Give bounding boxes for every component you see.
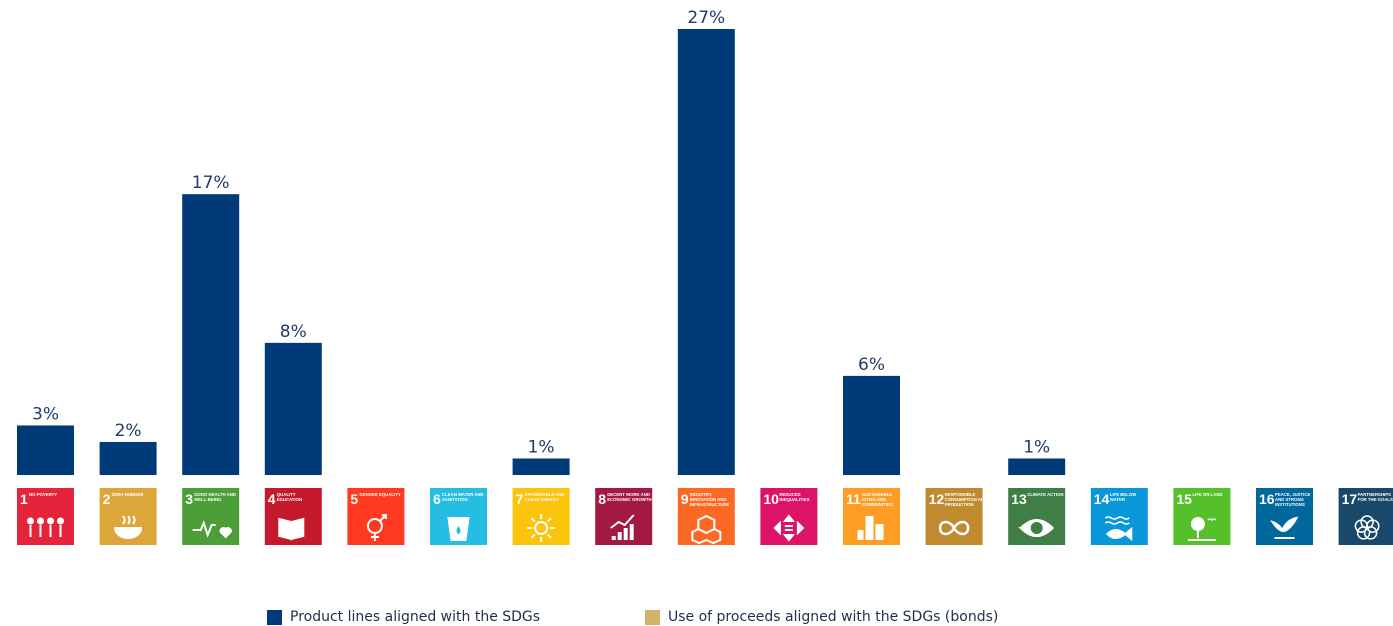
infinity-icon <box>938 520 970 536</box>
sun-icon <box>527 514 556 542</box>
sdg-tile-title: SUSTAINABLE CITIES AND COMMUNITIES <box>862 492 893 507</box>
data-label-sdg-2: 2% <box>115 421 142 441</box>
people-family-icon <box>27 517 64 537</box>
sdg-tile-13: 13 CLIMATE ACTION <box>1008 488 1066 545</box>
sdg-tile-3: 3 GOOD HEALTH AND WELL-BEING <box>182 488 240 545</box>
sdg-tile-6: 6 CLEAN WATER AND SANITATION <box>430 488 487 545</box>
sdg-tile-number: 8 <box>598 491 606 507</box>
sdg-tile-4: 4 QUALITY EDUCATION <box>264 488 322 545</box>
data-label-sdg-4: 8% <box>280 322 307 342</box>
sdg-tile-16: 16 PEACE, JUSTICE AND STRONG INSTITUTIONS <box>1256 488 1313 545</box>
sdg-tile-7: 7 AFFORDABLE AND CLEAN ENERGY <box>512 488 570 545</box>
sdg-tile-title: REDUCED INEQUALITIES <box>779 492 809 502</box>
legend-item-product-lines: Product lines aligned with the SDGs <box>267 608 540 626</box>
bar-sdg-2 <box>99 441 157 475</box>
sdg-tile-number: 7 <box>516 491 524 507</box>
equal-arrows-icon <box>773 514 805 542</box>
sdg-tile-5: 5 GENDER EQUALITY <box>347 488 405 545</box>
sdg-tile-title: LIFE ON LAND <box>1192 492 1222 497</box>
bar-sdg-4 <box>264 342 322 475</box>
sdg-tile-number: 14 <box>1094 491 1110 507</box>
water-glass-icon <box>447 517 470 541</box>
sdg-tile-15: 15 LIFE ON LAND <box>1173 488 1231 545</box>
city-icon <box>857 516 884 540</box>
dove-gavel-icon <box>1270 516 1299 539</box>
sdg-tile-number: 10 <box>763 491 779 507</box>
sdg-tile-title: INDUSTRY, INNOVATION AND INFRASTRUCTURE <box>690 492 730 507</box>
sdg-tile-12: 12 RESPONSIBLE CONSUMPTION AND PRODUCTION <box>925 488 988 545</box>
sdg-tile-1: 1 NO POVERTY <box>17 488 74 545</box>
sdg-tile-background <box>925 488 983 545</box>
sdg-tile-title: PEACE, JUSTICE AND STRONG INSTITUTIONS <box>1275 492 1310 507</box>
bar-sdg-9 <box>677 29 735 475</box>
sdg-tile-11: 11 SUSTAINABLE CITIES AND COMMUNITIES <box>843 488 900 545</box>
sdg-tile-title: CLEAN WATER AND SANITATION <box>442 492 484 502</box>
gender-icon <box>366 514 387 541</box>
sdg-tile-title: PARTNERSHIPS FOR THE GOALS <box>1358 492 1393 502</box>
sdg-tile-title: AFFORDABLE AND CLEAN ENERGY <box>525 492 565 502</box>
data-label-sdg-13: 1% <box>1023 437 1050 457</box>
sdg-tile-background <box>182 488 240 545</box>
sdg-tile-14: 14 LIFE BELOW WATER <box>1090 488 1148 545</box>
legend-swatch-bonds <box>645 609 660 625</box>
growth-chart-icon <box>610 514 635 540</box>
legend-swatch-product-lines <box>267 609 282 625</box>
heartbeat-icon <box>192 520 232 539</box>
sdg-tile-number: 12 <box>929 491 945 507</box>
sdg-tile-number: 3 <box>185 491 193 507</box>
eye-globe-icon <box>1019 519 1055 537</box>
sdg-tile-number: 2 <box>103 491 111 507</box>
sdg-tile-number: 5 <box>350 491 358 507</box>
data-label-sdg-11: 6% <box>858 355 885 375</box>
sdg-tile-title: DECENT WORK AND ECONOMIC GROWTH <box>607 492 651 502</box>
bar-sdg-3 <box>182 194 240 475</box>
sdg-tile-title: GENDER EQUALITY <box>359 492 400 497</box>
rings-icon <box>1354 515 1380 540</box>
data-label-sdg-3: 17% <box>192 173 230 193</box>
sdg-tile-number: 17 <box>1342 491 1358 507</box>
sdg-tile-number: 15 <box>1176 491 1192 507</box>
sdg-tile-background <box>17 488 74 545</box>
legend-label-product-lines: Product lines aligned with the SDGs <box>290 609 541 625</box>
sdg-tile-17: 17 PARTNERSHIPS FOR THE GOALS <box>1338 488 1393 545</box>
bar-sdg-13 <box>1008 458 1066 475</box>
legend-label-bonds: Use of proceeds aligned with the SDGs (b… <box>668 609 999 625</box>
sdg-tile-number: 4 <box>268 491 276 507</box>
data-label-sdg-1: 3% <box>32 404 59 424</box>
data-label-sdg-7: 1% <box>528 437 555 457</box>
sdg-tile-number: 9 <box>681 491 689 507</box>
data-label-sdg-9: 27% <box>687 8 725 28</box>
bar-sdg-1 <box>17 425 74 475</box>
sdg-tile-title: CLIMATE ACTION <box>1027 492 1063 497</box>
sdg-tile-title: QUALITY EDUCATION <box>277 492 302 502</box>
sdg-tile-title: RESPONSIBLE CONSUMPTION AND PRODUCTION <box>945 492 988 507</box>
sdg-tile-number: 1 <box>20 491 28 507</box>
fish-icon <box>1104 516 1133 542</box>
legend-item-bonds: Use of proceeds aligned with the SDGs (b… <box>645 608 998 626</box>
sdg-tile-title: ZERO HUNGER <box>112 492 145 497</box>
cubes-icon <box>691 514 722 545</box>
sdg-tile-2: 2 ZERO HUNGER <box>99 488 157 545</box>
tree-icon <box>1187 517 1217 541</box>
sdg-tile-number: 13 <box>1011 491 1027 507</box>
sdg-tile-number: 16 <box>1259 491 1275 507</box>
bar-sdg-11 <box>843 375 900 475</box>
sdg-tile-number: 11 <box>846 491 861 507</box>
sdg-bar-chart: 3% 2% 17% 8% 1% 27% 6% 1% 1 NO POVERTY 2 ZERO HUNG… <box>17 8 1393 545</box>
sdg-tile-background <box>1173 488 1231 545</box>
sdg-tile-10: 10 REDUCED INEQUALITIES <box>760 488 818 545</box>
sdg-tile-background <box>1256 488 1313 545</box>
sdg-tile-number: 6 <box>433 491 441 507</box>
book-icon <box>278 517 305 541</box>
bowl-icon <box>114 515 143 539</box>
sdg-tile-8: 8 DECENT WORK AND ECONOMIC GROWTH <box>595 488 653 545</box>
sdg-tile-title: NO POVERTY <box>29 492 57 497</box>
sdg-tile-9: 9 INDUSTRY, INNOVATION AND INFRASTRUCTURE <box>677 488 735 545</box>
bar-sdg-7 <box>512 458 570 475</box>
sdg-tile-title: LIFE BELOW WATER <box>1110 492 1137 502</box>
sdg-tile-title: GOOD HEALTH AND WELL-BEING <box>194 492 236 502</box>
